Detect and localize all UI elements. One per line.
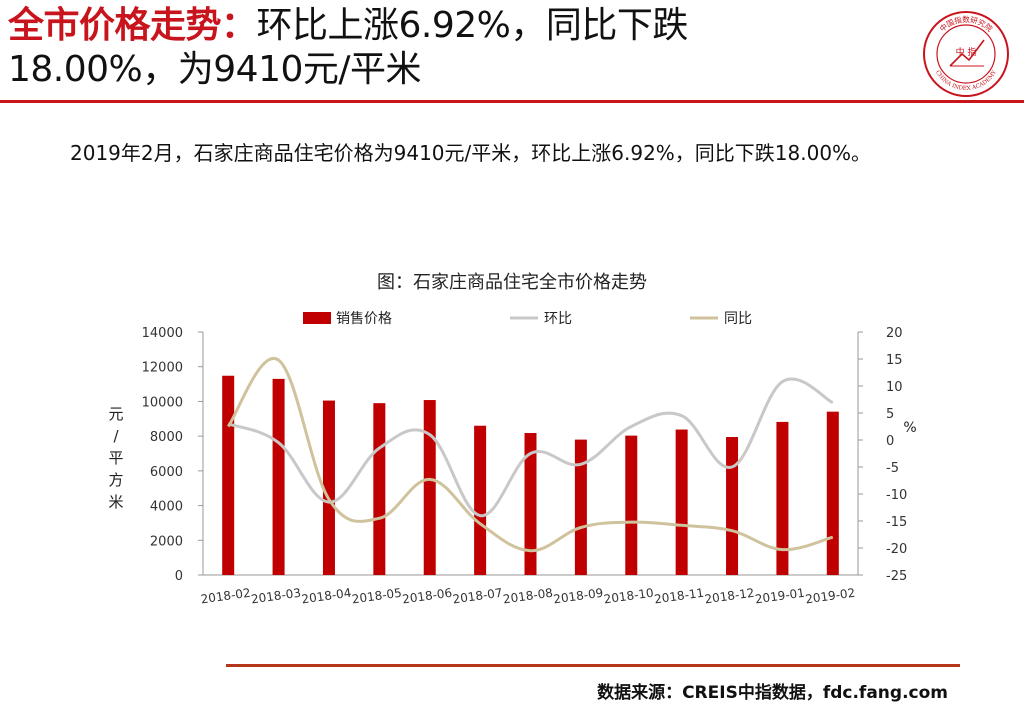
chart-title: 图：石家庄商品住宅全市价格走势 [377, 272, 647, 293]
price-bar [474, 425, 487, 575]
page-title: 全市价格走势：环比上涨6.92%，同比下跌 18.00%，为9410元/平米 [8, 4, 908, 92]
price-bar [524, 433, 537, 575]
logo-center-text: 中 指 [956, 46, 977, 58]
left-tick-label: 0 [175, 569, 183, 584]
x-tick-label: 2018-07 [452, 586, 504, 607]
right-tick-label: -10 [886, 488, 907, 503]
summary-text: 2019年2月，石家庄商品住宅价格为9410元/平米，环比上涨6.92%，同比下… [70, 141, 872, 165]
price-bar [322, 400, 335, 575]
right-tick-label: 10 [886, 380, 903, 395]
y-axis-label-char: 平 [108, 449, 123, 467]
title-rest: 环比上涨6.92%，同比下跌 [256, 5, 689, 46]
price-bar [373, 403, 386, 575]
x-tick-label: 2018-06 [401, 586, 453, 607]
right-tick-label: -5 [886, 461, 899, 476]
right-tick-label: -20 [886, 542, 907, 557]
title-line-2: 18.00%，为9410元/平米 [8, 49, 422, 90]
right-tick-label: 0 [886, 434, 894, 449]
legend-label-price: 销售价格 [336, 311, 392, 327]
price-bar [222, 375, 235, 575]
price-bar [574, 439, 587, 575]
right-tick-label: 5 [886, 407, 894, 422]
x-tick-label: 2019-02 [804, 586, 856, 607]
x-tick-label: 2018-02 [200, 586, 252, 607]
left-tick-label: 2000 [150, 534, 183, 549]
y2-axis-label: % [903, 420, 916, 436]
x-tick-label: 2018-10 [603, 586, 655, 607]
price-bar [272, 378, 285, 575]
x-tick-label: 2018-11 [653, 586, 705, 607]
x-tick-label: 2018-05 [351, 586, 403, 607]
x-tick-label: 2018-04 [301, 586, 353, 607]
left-tick-label: 14000 [142, 326, 183, 341]
x-tick-label: 2019-01 [754, 586, 806, 607]
title-highlight: 全市价格走势： [8, 5, 257, 46]
price-bar [776, 421, 789, 575]
price-bar [726, 437, 739, 575]
title-line-1: 全市价格走势：环比上涨6.92%，同比下跌 [8, 4, 908, 48]
price-bar [826, 411, 839, 575]
legend-label-mom: 环比 [544, 311, 572, 327]
y-axis-label-char: 米 [108, 493, 123, 511]
x-tick-label: 2018-12 [704, 586, 756, 607]
price-bar [675, 429, 688, 575]
x-tick-label: 2018-09 [553, 586, 605, 607]
right-tick-label: -15 [886, 515, 907, 530]
x-tick-label: 2018-03 [250, 586, 302, 607]
legend-swatch-price [303, 312, 331, 324]
legend-label-yoy: 同比 [724, 311, 752, 327]
left-tick-label: 8000 [150, 430, 183, 445]
x-tick-label: 2018-08 [502, 586, 554, 607]
source-divider [226, 664, 960, 667]
y-axis-label-char: 方 [108, 471, 123, 489]
right-tick-label: 20 [886, 326, 903, 341]
y-axis-label-char: / [113, 427, 119, 445]
left-tick-label: 12000 [142, 361, 183, 376]
left-tick-label: 6000 [150, 465, 183, 480]
right-tick-label: 15 [886, 353, 903, 368]
china-index-academy-logo: 中 指 中国指数研究院 CHINA INDEX ACADEMY [923, 11, 1009, 97]
yoy-line [226, 356, 834, 553]
price-bar [423, 400, 436, 575]
y-axis-label-char: 元 [108, 405, 123, 423]
left-tick-label: 10000 [142, 395, 183, 410]
left-tick-label: 4000 [150, 500, 183, 515]
data-source: 数据来源：CREIS中指数据，fdc.fang.com [597, 683, 948, 703]
right-tick-label: -25 [886, 569, 907, 584]
price-bar [625, 435, 638, 575]
title-divider [0, 100, 1024, 103]
